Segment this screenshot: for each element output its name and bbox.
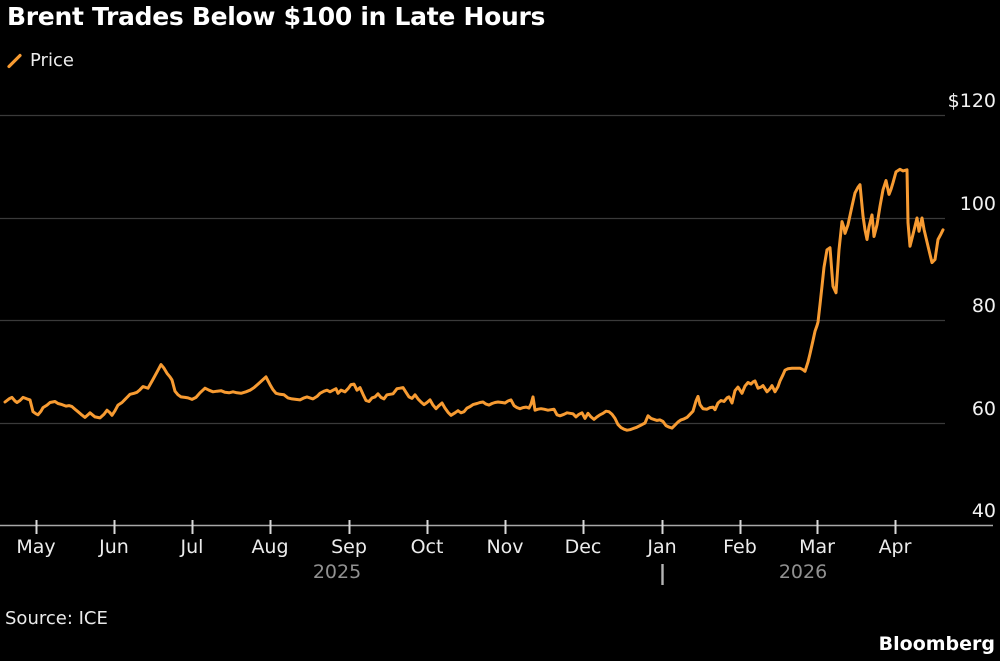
y-axis-label: $120 [947, 90, 996, 112]
y-axis-label: 100 [959, 192, 996, 215]
y-axis-label: 80 [971, 295, 996, 317]
source-note: Source: ICE [5, 608, 108, 629]
year-label: 2025 [312, 561, 362, 583]
bloomberg-logo: Bloomberg [878, 633, 995, 655]
x-axis-label: Nov [486, 536, 524, 558]
y-axis-label: 60 [971, 397, 996, 420]
x-axis-label: Jan [647, 536, 677, 558]
legend: Price [7, 50, 74, 71]
year-label: 2026 [778, 561, 828, 583]
legend-label-price: Price [30, 50, 74, 71]
page-title: Brent Trades Below $100 in Late Hours [7, 2, 546, 31]
x-axis-label: Oct [410, 536, 444, 558]
x-axis-label: Mar [799, 536, 835, 558]
x-axis-label: Feb [723, 536, 757, 558]
x-axis-label: Aug [251, 536, 289, 558]
x-axis-label: Jul [180, 536, 204, 558]
x-axis-label: Dec [564, 536, 602, 558]
price-line-swatch-icon [7, 53, 22, 68]
y-axis-label: 40 [971, 500, 996, 522]
x-axis-label: Jun [99, 536, 129, 558]
price-line-series [3, 167, 945, 432]
x-axis-label: Sep [331, 536, 367, 558]
x-axis-label: Apr [878, 536, 912, 558]
x-axis-label: May [16, 536, 56, 558]
